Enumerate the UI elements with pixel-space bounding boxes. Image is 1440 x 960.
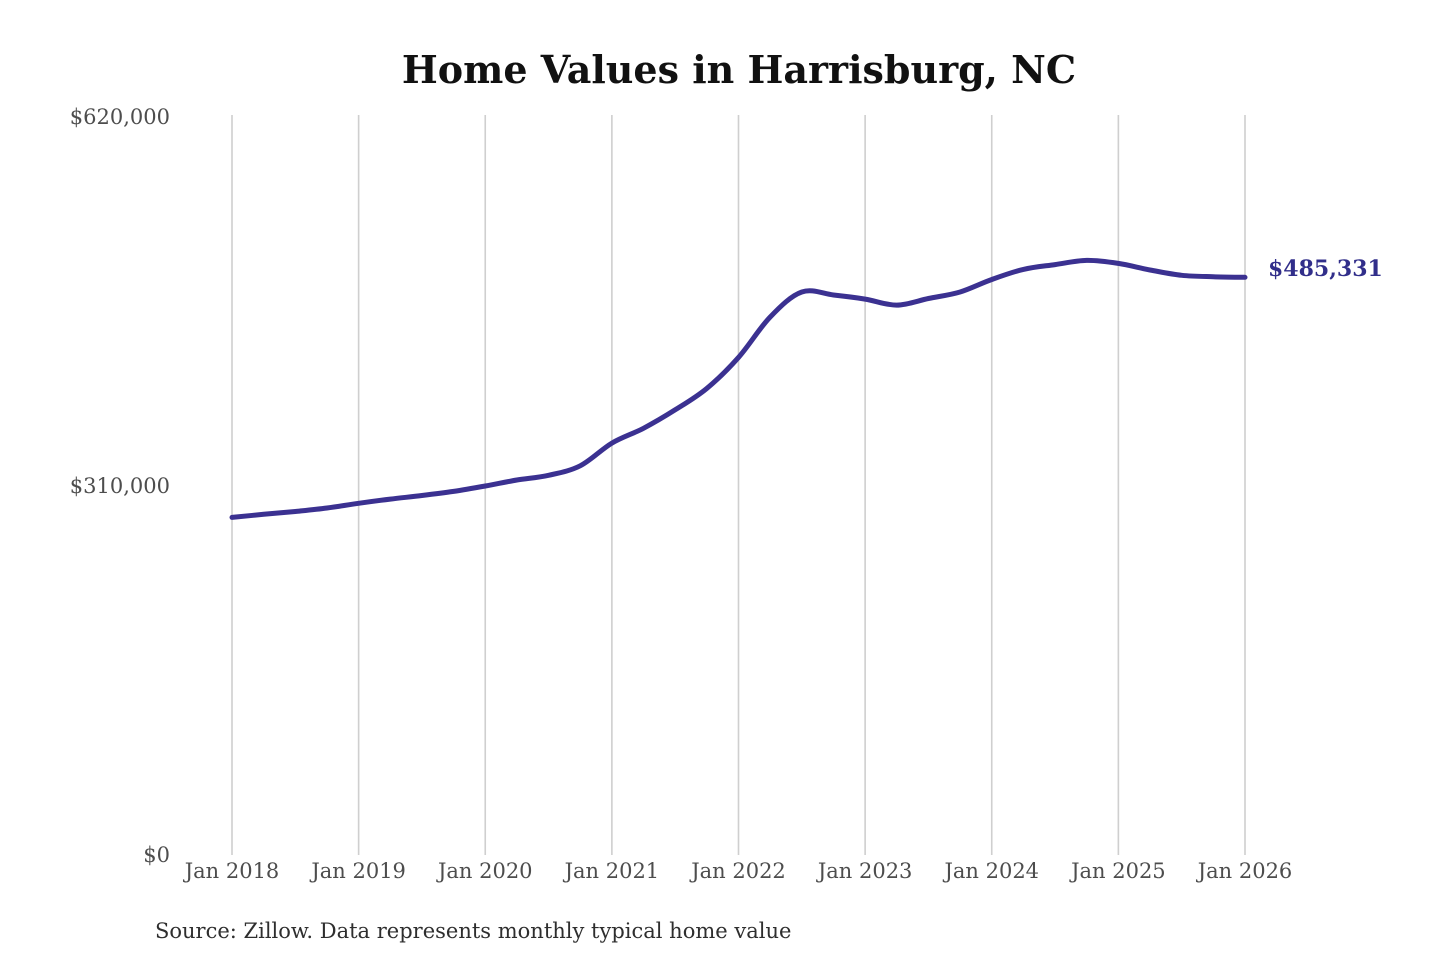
- end-value-label: $485,331: [1268, 256, 1383, 282]
- x-axis-tick-label: Jan 2021: [563, 859, 660, 883]
- y-axis-tick-label: $620,000: [70, 105, 170, 129]
- x-axis-tick-label: Jan 2025: [1069, 859, 1166, 883]
- x-axis-tick-label: Jan 2023: [816, 859, 913, 883]
- gridlines-group: [231, 115, 1246, 855]
- y-axis-tick-label: $0: [143, 843, 170, 867]
- x-axis-tick-label: Jan 2018: [183, 859, 280, 883]
- x-axis-tick-label: Jan 2022: [689, 859, 786, 883]
- x-axis-labels-group: Jan 2018 Jan 2019 Jan 2020 Jan 2021 Jan 2022…: [183, 859, 1293, 883]
- x-axis-tick-label: Jan 2019: [309, 859, 406, 883]
- source-note: Source: Zillow. Data represents monthly …: [155, 919, 791, 943]
- x-axis-tick-label: Jan 2020: [436, 859, 533, 883]
- x-axis-tick-label: Jan 2026: [1196, 859, 1293, 883]
- chart-title: Home Values in Harrisburg, NC: [402, 47, 1076, 92]
- y-axis-labels-group: $620,000 $310,000 $0: [70, 105, 170, 867]
- home-value-series-line: [229, 257, 1248, 520]
- y-axis-tick-label: $310,000: [70, 474, 170, 498]
- x-axis-tick-label: Jan 2024: [942, 859, 1039, 883]
